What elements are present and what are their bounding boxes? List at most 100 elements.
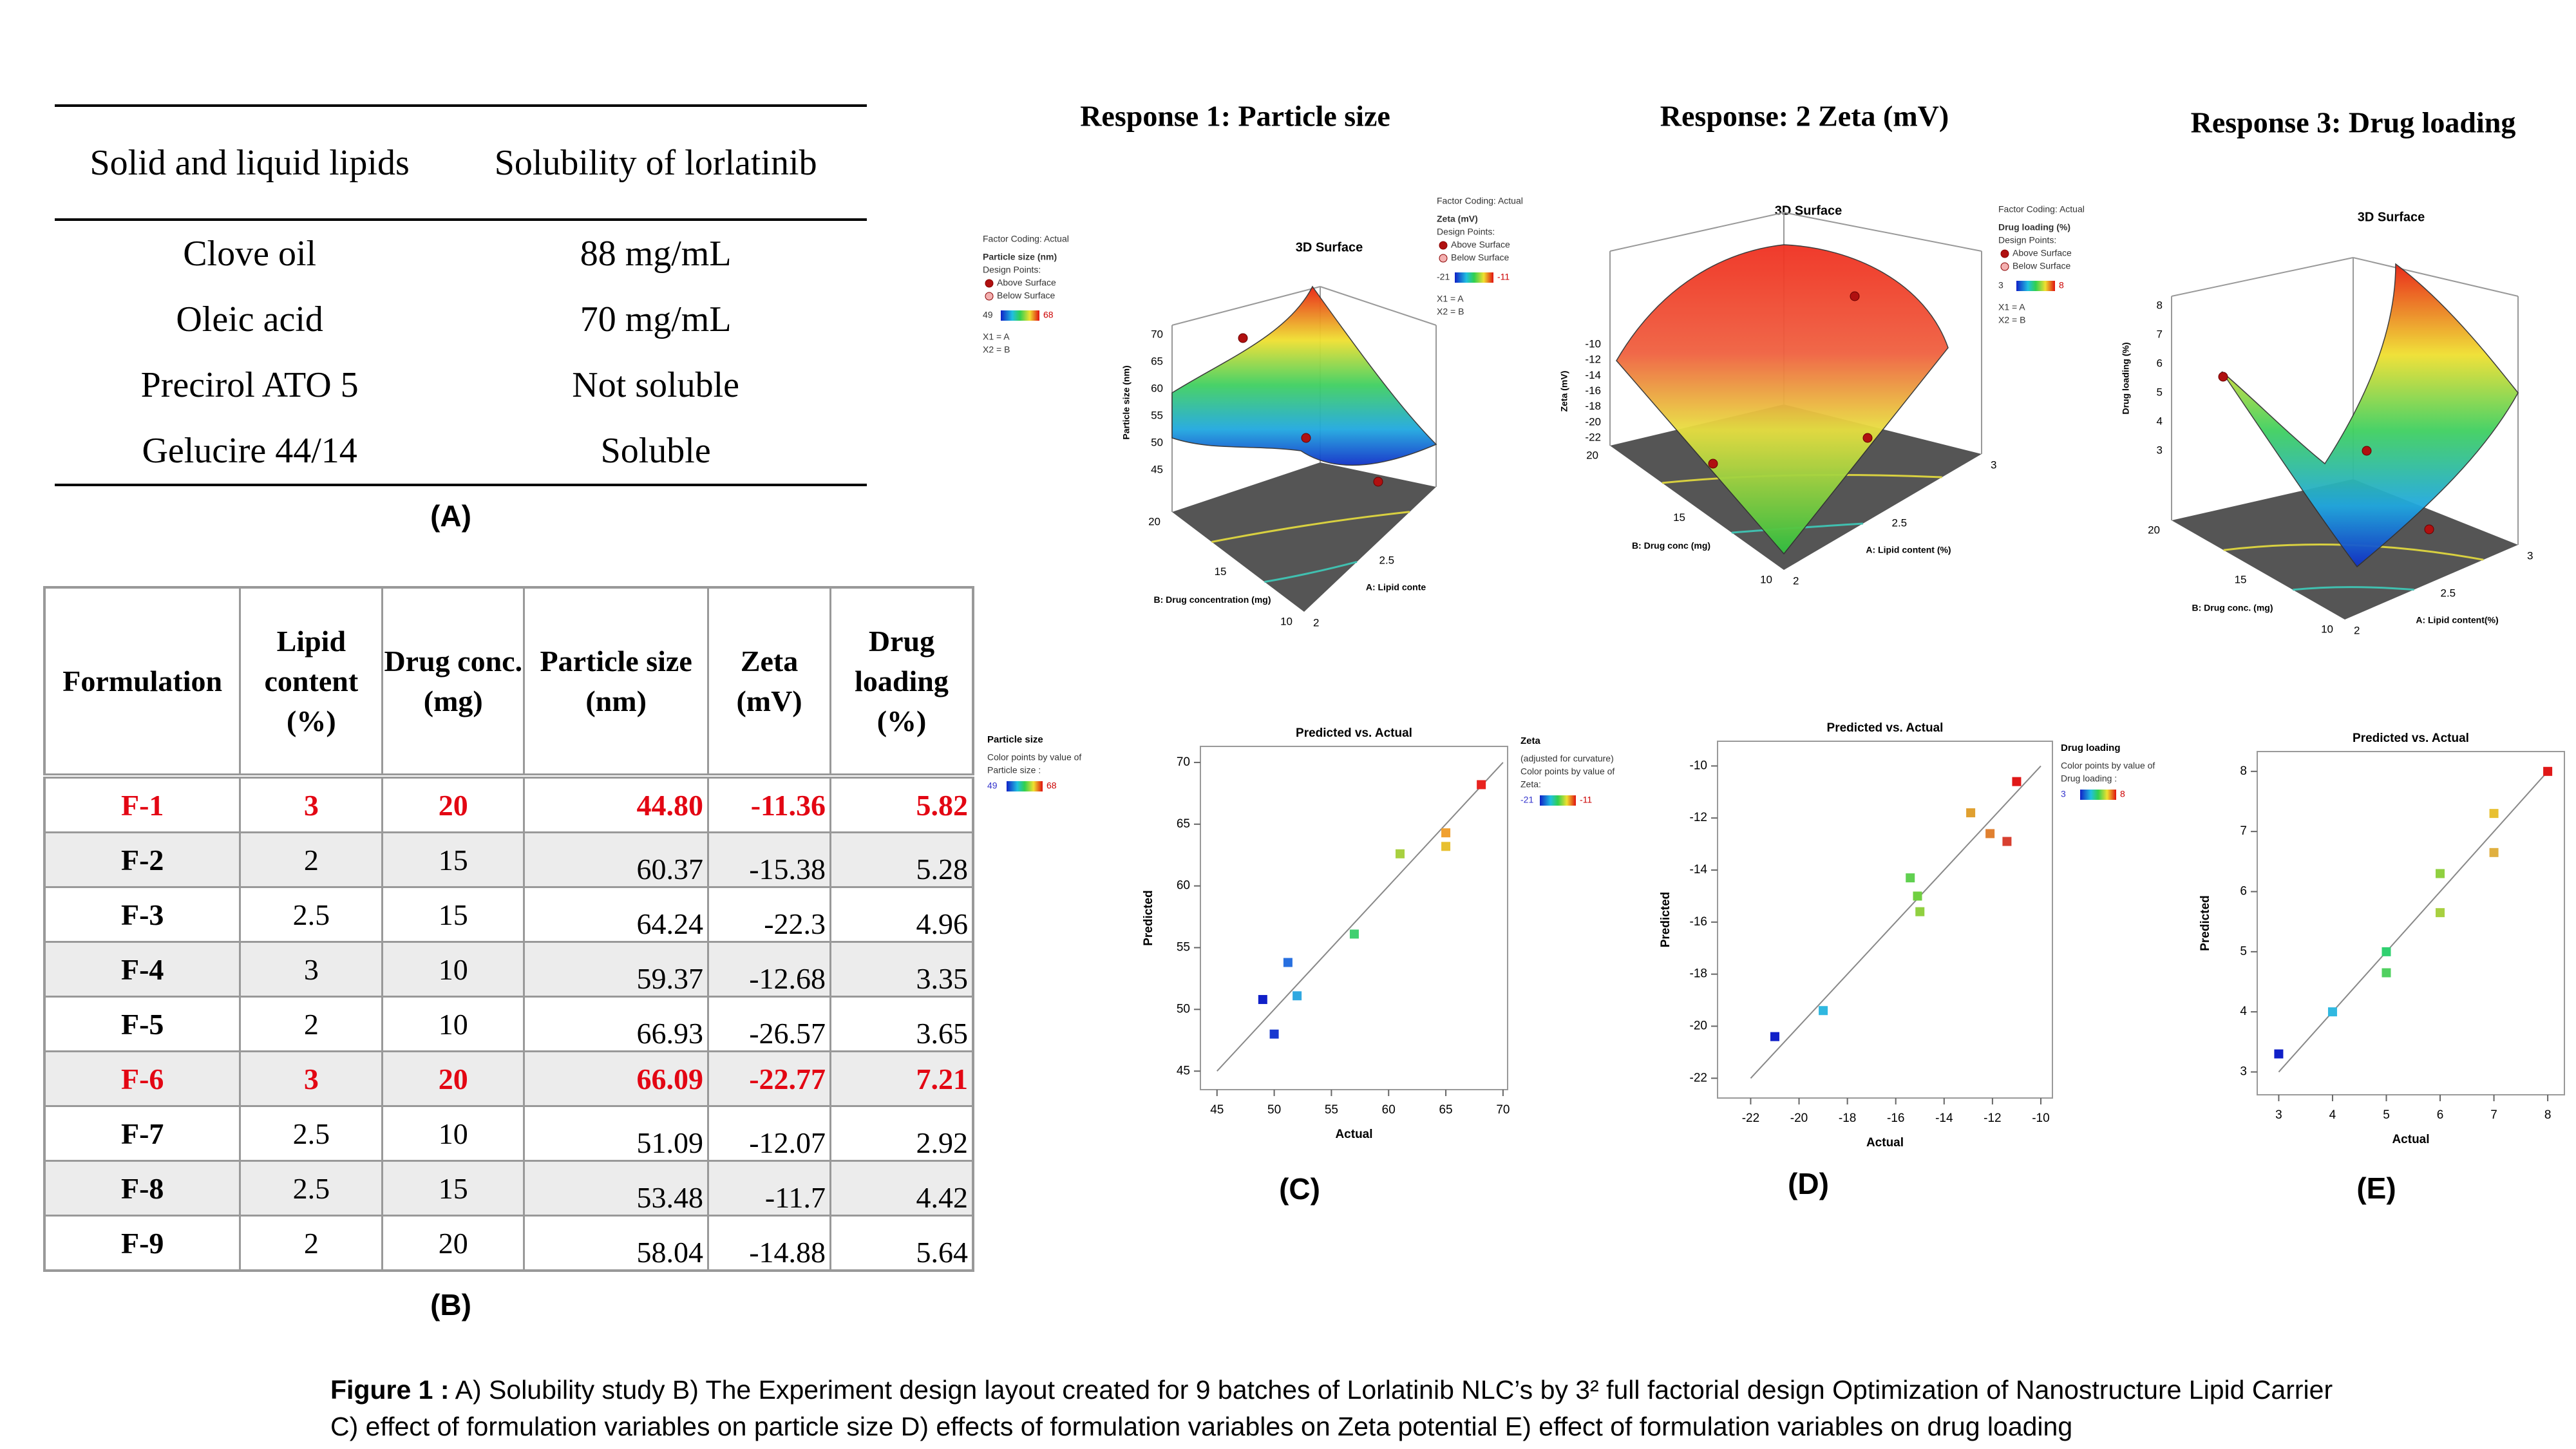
row: F-6 3 20 66.09 -22.77 7.21 bbox=[43, 1050, 974, 1107]
z-tick-label: -10 bbox=[1585, 337, 1601, 350]
x-axis-label: Actual bbox=[2392, 1133, 2429, 1146]
y-axis-label: B: Drug concentration (mg) bbox=[1154, 594, 1271, 605]
point bbox=[2382, 947, 2391, 956]
design-point bbox=[1862, 433, 1873, 443]
y-tick-label: 50 bbox=[1177, 1002, 1190, 1016]
design-point bbox=[2362, 446, 2372, 456]
x-tick-label: 3 bbox=[2527, 549, 2533, 562]
cell: 3.65 bbox=[829, 996, 974, 1052]
colorbar-min: 49 bbox=[983, 310, 993, 320]
box-edge bbox=[1320, 286, 1437, 326]
z-tick-label: 45 bbox=[1151, 463, 1163, 475]
point bbox=[1441, 828, 1451, 838]
response-heading: Response: 2 Zeta (mV) bbox=[1660, 100, 1949, 133]
point bbox=[1396, 849, 1405, 858]
x-axis-label: A: Lipid content (%) bbox=[1866, 545, 1951, 555]
point bbox=[1441, 842, 1451, 851]
x-tick-label: 65 bbox=[1439, 1103, 1452, 1117]
cell: 60.37 bbox=[523, 831, 710, 888]
design-point bbox=[1301, 433, 1311, 443]
legend-text: Zeta (mV) bbox=[1437, 214, 1478, 224]
cell: F-6 bbox=[43, 1050, 242, 1107]
legend-text: Factor Coding: Actual bbox=[1437, 196, 1523, 206]
cell: -11.36 bbox=[707, 775, 832, 833]
y-tick-label: 20 bbox=[1148, 515, 1160, 527]
point bbox=[2012, 777, 2022, 786]
plot-frame bbox=[1200, 746, 1508, 1090]
cell: 7.21 bbox=[829, 1050, 974, 1107]
cell: 3.35 bbox=[829, 941, 974, 998]
x-tick-label: 2.5 bbox=[1379, 554, 1395, 566]
colorbar-min: 3 bbox=[2061, 789, 2066, 799]
cell: 2 bbox=[239, 996, 384, 1052]
x-tick-label: -10 bbox=[2032, 1112, 2049, 1125]
cell: -22.3 bbox=[707, 886, 832, 943]
cell: F-4 bbox=[43, 941, 242, 998]
z-axis-label: Zeta (mV) bbox=[1559, 371, 1569, 412]
surface-title: 3D Surface bbox=[1296, 240, 1363, 254]
legend-text: X2 = B bbox=[983, 345, 1010, 355]
z-tick-label: 6 bbox=[2157, 357, 2163, 369]
point bbox=[1915, 907, 1925, 916]
design-point bbox=[2218, 372, 2228, 382]
y-tick-label: 15 bbox=[2235, 573, 2247, 585]
row: F-9 2 20 58.04 -14.88 5.64 bbox=[43, 1215, 974, 1272]
caption-line: A) Solubility study B) The Experiment de… bbox=[450, 1375, 2333, 1405]
design-point bbox=[1850, 291, 1860, 301]
y-tick-label: 15 bbox=[1215, 565, 1227, 578]
x-tick-label: -12 bbox=[1984, 1112, 2001, 1125]
x-tick-label: 8 bbox=[2544, 1108, 2552, 1122]
cell: 4.42 bbox=[829, 1160, 974, 1217]
y-tick-label: 70 bbox=[1177, 755, 1190, 769]
x-tick-label: 2 bbox=[1793, 574, 1799, 587]
x-tick-label: 70 bbox=[1496, 1103, 1510, 1117]
cell: 70 mg/mL bbox=[580, 299, 732, 339]
design-point bbox=[1373, 477, 1383, 487]
cell: 20 bbox=[381, 1050, 526, 1107]
z-tick-label: 60 bbox=[1151, 382, 1163, 394]
legend-dot bbox=[1439, 254, 1448, 263]
legend-dot bbox=[1439, 241, 1448, 250]
z-tick-label: 4 bbox=[2157, 415, 2163, 427]
legend-text: (adjusted for curvature) bbox=[1520, 753, 1614, 764]
y-tick-label: 60 bbox=[1177, 879, 1190, 893]
z-tick-label: 70 bbox=[1151, 328, 1163, 340]
panel-label: (D) bbox=[1788, 1167, 1829, 1200]
y-tick-label: 5 bbox=[2240, 945, 2247, 958]
box-edge bbox=[2353, 257, 2519, 297]
cell: 88 mg/mL bbox=[580, 234, 732, 274]
legend-text: X1 = A bbox=[1998, 302, 2025, 312]
cell: -11.7 bbox=[707, 1160, 832, 1217]
x-tick-label: 5 bbox=[2383, 1108, 2390, 1122]
x-tick-label: 2 bbox=[2354, 624, 2360, 636]
point bbox=[1477, 780, 1486, 790]
box-edge bbox=[1783, 212, 1982, 252]
cell: 58.04 bbox=[523, 1215, 710, 1272]
cell: 44.80 bbox=[523, 775, 710, 833]
cell: -15.38 bbox=[707, 831, 832, 888]
row: F-7 2.5 10 51.09 -12.07 2.92 bbox=[43, 1105, 974, 1162]
colorbar-max: -11 bbox=[1497, 272, 1510, 282]
header-cell: Drug loading (%) bbox=[829, 586, 974, 779]
y-tick-label: 10 bbox=[1760, 573, 1772, 585]
point bbox=[1913, 891, 1922, 901]
x-tick-label: 45 bbox=[1210, 1103, 1224, 1117]
cell: 2 bbox=[239, 1215, 384, 1272]
z-tick-label: 8 bbox=[2157, 299, 2163, 311]
surface bbox=[2221, 263, 2519, 568]
cell: -14.88 bbox=[707, 1215, 832, 1272]
point bbox=[1906, 873, 1915, 883]
header-cell: Particle size (nm) bbox=[523, 586, 710, 779]
box-edge bbox=[2171, 257, 2354, 297]
floor-contour bbox=[1264, 560, 1358, 583]
cell: -22.77 bbox=[707, 1050, 832, 1107]
design-table: Formulation Lipid content (%) Drug conc. (… bbox=[43, 586, 974, 1272]
caption: Figure 1 : A) Solubility study B) The Ex… bbox=[330, 1375, 2333, 1405]
x-axis-label: Actual bbox=[1335, 1128, 1372, 1141]
z-tick-label: 5 bbox=[2157, 386, 2163, 398]
legend-text: X1 = A bbox=[983, 332, 1010, 342]
cell: 15 bbox=[381, 886, 526, 943]
y-tick-label: -18 bbox=[1690, 967, 1707, 981]
legend-text: X2 = B bbox=[1998, 315, 2025, 325]
legend-dot bbox=[2000, 249, 2009, 258]
